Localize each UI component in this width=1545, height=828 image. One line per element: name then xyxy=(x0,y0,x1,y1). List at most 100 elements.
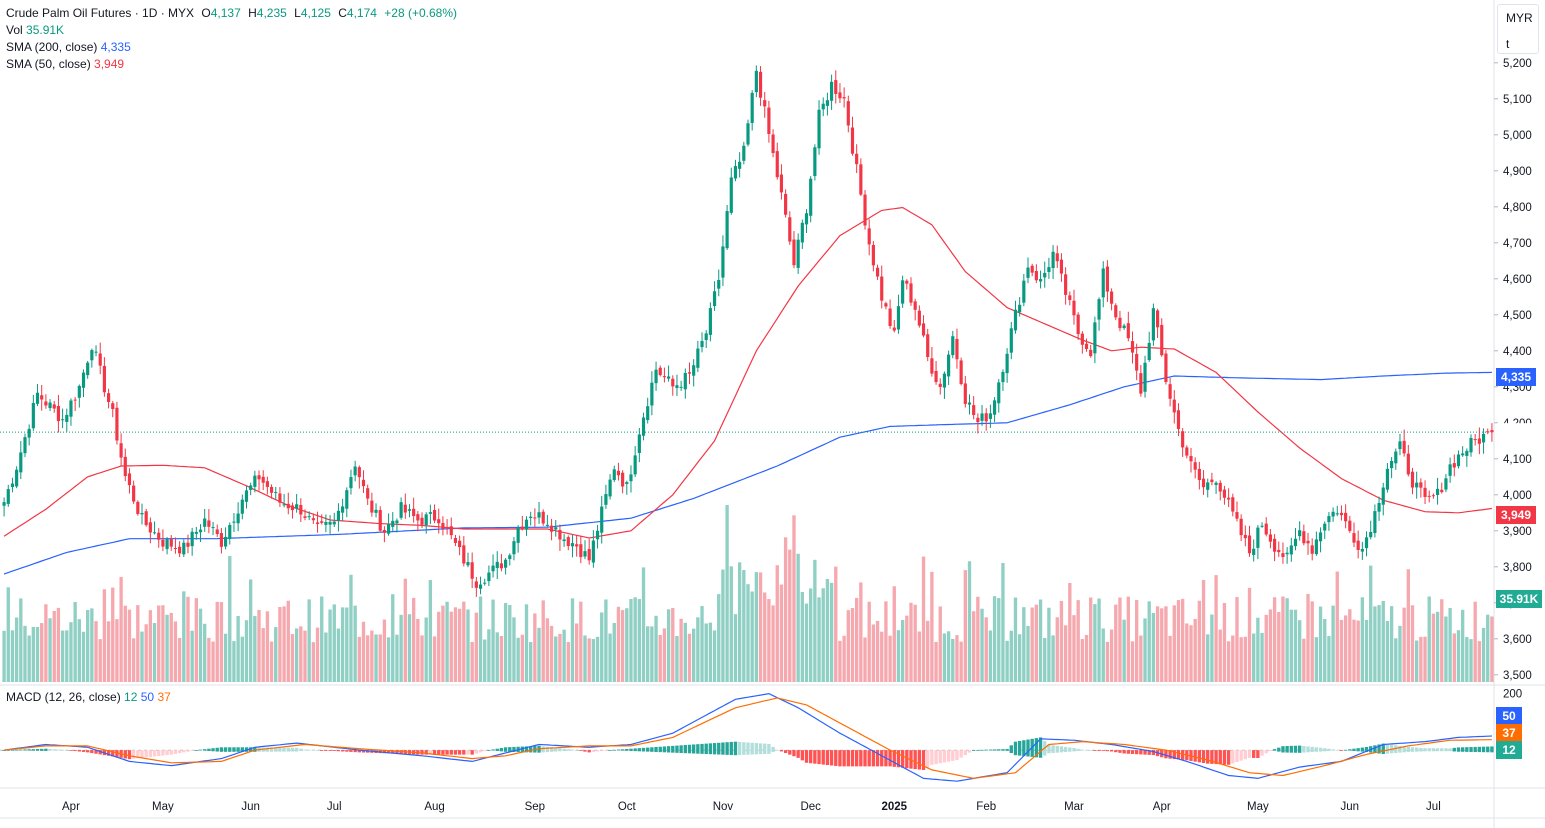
volume-bar xyxy=(1022,607,1026,682)
macd-histogram-bar xyxy=(767,743,771,754)
candle-body xyxy=(984,413,988,422)
macd-legend[interactable]: MACD (12, 26, close) 12 50 37 xyxy=(6,689,171,706)
volume-bar xyxy=(1168,635,1172,682)
volume-bar xyxy=(1297,620,1302,682)
macd-histogram-bar xyxy=(1440,748,1444,752)
macd-histogram-bar xyxy=(1310,746,1314,753)
candle-body xyxy=(98,353,102,366)
candle-body xyxy=(880,276,884,301)
candle-body xyxy=(224,536,228,547)
candle-body xyxy=(679,386,683,388)
volume-bar xyxy=(750,591,754,682)
candle-body xyxy=(332,521,336,525)
macd-histogram-bar xyxy=(963,750,967,756)
macd-histogram-bar xyxy=(880,750,884,767)
candle-body xyxy=(15,469,19,487)
macd-histogram-bar xyxy=(796,750,800,758)
volume-bar xyxy=(708,622,713,682)
volume-bar xyxy=(69,622,73,682)
volume-bar xyxy=(186,596,190,682)
candle-body xyxy=(1352,533,1356,543)
macd-histogram-bar xyxy=(959,750,963,758)
candle-body xyxy=(700,341,704,348)
volume-bar xyxy=(946,631,951,682)
macd-histogram-bar xyxy=(1415,747,1419,752)
volume-bar xyxy=(370,630,374,682)
candle-body xyxy=(1323,523,1327,531)
macd-histogram-bar xyxy=(1377,744,1381,754)
candle-body xyxy=(1231,497,1235,512)
macd-histogram-bar xyxy=(934,750,938,765)
x-tick-label: Sep xyxy=(525,801,545,813)
candle-body xyxy=(796,239,800,268)
y-tick-label: 4,600 xyxy=(1503,274,1532,286)
candle-body xyxy=(913,301,917,310)
volume-bar xyxy=(27,635,31,682)
sma50-legend[interactable]: SMA (50, close) 3,949 xyxy=(6,56,124,73)
candle-body xyxy=(896,306,901,330)
macd-histogram-bar xyxy=(850,750,855,767)
macd-histogram-bar xyxy=(838,750,842,767)
candle-body xyxy=(19,452,23,473)
macd-histogram-bar xyxy=(1172,750,1176,760)
macd-histogram-bar xyxy=(19,749,23,751)
volume-bar xyxy=(600,612,604,682)
volume-bar xyxy=(311,642,316,682)
macd-histogram-bar xyxy=(44,748,48,751)
volume-bar xyxy=(374,634,378,682)
candle-body xyxy=(420,517,424,525)
volume-bar xyxy=(809,588,813,682)
macd-histogram-bar xyxy=(1486,746,1490,753)
volume-bar xyxy=(1415,640,1419,682)
volume-bar xyxy=(867,601,871,682)
volume-bar xyxy=(679,618,683,682)
currency-unit-box[interactable]: MYR t xyxy=(1497,4,1539,54)
volume-bar xyxy=(94,621,98,682)
volume-bar xyxy=(1130,641,1135,682)
macd-histogram-bar xyxy=(650,747,654,752)
volume-bar xyxy=(1139,635,1143,682)
macd-histogram-bar xyxy=(148,750,153,757)
macd-histogram-bar xyxy=(1302,746,1306,753)
volume-bar xyxy=(1431,613,1436,682)
candle-body xyxy=(1360,548,1364,552)
macd-histogram-bar xyxy=(829,750,834,766)
x-tick-label: Oct xyxy=(618,801,637,813)
symbol-title[interactable]: Crude Palm Oil Futures · 1D · MYX xyxy=(6,6,195,20)
volume-bar xyxy=(198,608,203,682)
macd-histogram-bar xyxy=(1456,747,1461,752)
candle-body xyxy=(1461,453,1465,456)
candle-body xyxy=(1218,482,1222,492)
macd-histogram-bar xyxy=(1214,750,1218,765)
candle-body xyxy=(474,581,478,588)
sma200-value: 4,335 xyxy=(100,40,131,54)
volume-bar xyxy=(1114,604,1118,682)
volume-bar xyxy=(938,606,942,682)
macd-histogram-bar xyxy=(679,745,683,753)
candle-body xyxy=(1114,305,1118,318)
candle-body xyxy=(604,494,608,505)
candle-body xyxy=(483,582,487,584)
volume-bar xyxy=(934,641,938,682)
volume-bar xyxy=(1097,598,1101,682)
volume-bar xyxy=(587,638,591,682)
candle-body xyxy=(1239,518,1243,536)
volume-bar xyxy=(340,607,345,682)
volume-bar xyxy=(48,618,52,682)
macd-histogram-bar xyxy=(1360,747,1365,752)
macd-histogram-bar xyxy=(1135,750,1139,755)
x-tick-label: Jun xyxy=(241,801,260,813)
volume-bar xyxy=(19,598,23,682)
candle-body xyxy=(1327,516,1331,523)
macd-histogram-bar xyxy=(817,750,821,765)
candle-body xyxy=(1440,489,1444,493)
volume-bar xyxy=(842,635,846,682)
volume-legend[interactable]: Vol 35.91K xyxy=(6,22,64,39)
macd-histogram-bar xyxy=(984,749,988,751)
candle-body xyxy=(1005,353,1009,374)
volume-bar xyxy=(1477,641,1482,682)
candle-body xyxy=(767,107,771,135)
sma200-legend[interactable]: SMA (200, close) 4,335 xyxy=(6,39,131,56)
